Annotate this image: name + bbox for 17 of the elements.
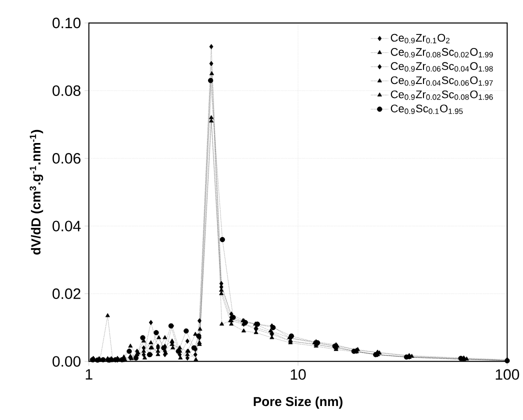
x-tick-label: 100 xyxy=(496,369,520,380)
legend-label: Ce$_{0.9}$Sc$_{0.1}$O$_{1.95}$ xyxy=(390,104,463,114)
legend-label: Ce$_{0.9}$Zr$_{0.06}$Sc$_{0.04}$O$_{1.98}$ xyxy=(390,62,493,72)
legend-label: Ce$_{0.9}$Zr$_{0.08}$Sc$_{0.02}$O$_{1.99}$ xyxy=(390,48,493,58)
legend-label: Ce$_{0.9}$Zr$_{0.04}$Sc$_{0.06}$O$_{1.97}$ xyxy=(390,76,493,86)
legend-label: Ce$_{0.9}$Zr$_{0.1}$O$_{2}$ xyxy=(390,34,450,44)
legend-label: Ce$_{0.9}$Zr$_{0.02}$Sc$_{0.08}$O$_{1.96}$ xyxy=(390,90,493,100)
y-tick-label: 0.00 xyxy=(52,356,81,367)
x-tick-label: 1 xyxy=(86,369,92,380)
y-tick-label: 0.08 xyxy=(52,85,80,96)
x-tick-label: 10 xyxy=(290,369,306,380)
y-tick-label: 0.02 xyxy=(52,288,80,299)
y-tick-label: 0.04 xyxy=(52,220,81,232)
y-tick-label: 0.10 xyxy=(52,18,81,28)
x-axis-title: Pore Size (nm) xyxy=(254,396,342,409)
y-axis-title: dV/dD (cm$^{3}$.g$^{-1}$.nm$^{-1}$) xyxy=(30,130,44,254)
y-tick-label: 0.06 xyxy=(52,152,80,164)
